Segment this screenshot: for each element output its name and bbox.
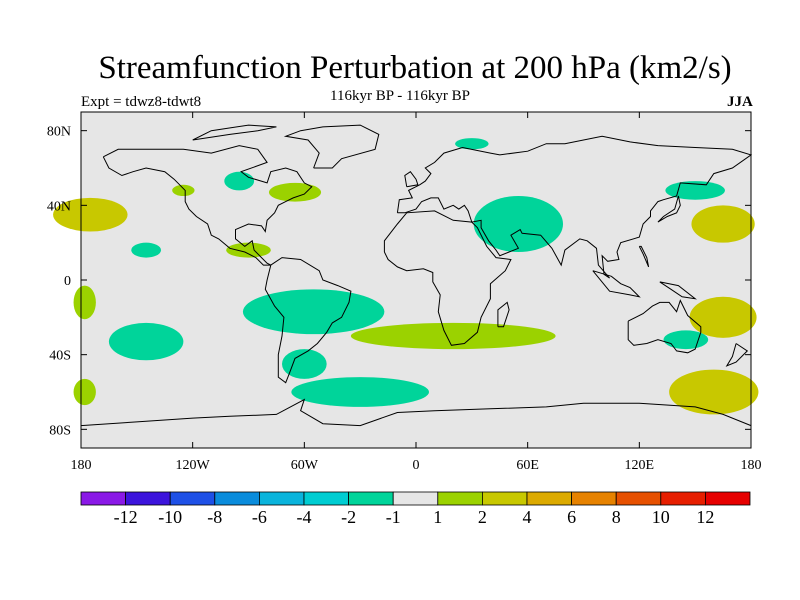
colorbar-swatch (481, 491, 528, 506)
coastline-arctic-islands (192, 124, 277, 141)
x-tick-label: 120W (176, 458, 211, 473)
colorbar-swatch (258, 491, 305, 506)
axis-layer: 180 120W 60W 0 60E 120E 180 80N 40N 0 40S 80S (47, 112, 762, 473)
anomaly-argentina-neg (282, 349, 327, 379)
colorbar-label: 8 (612, 507, 621, 527)
coastline-philippines (638, 245, 650, 268)
colorbar-label: -8 (207, 507, 222, 527)
x-tick-label: 120E (625, 458, 655, 473)
anomaly-southern-pacific-pos (669, 369, 759, 415)
x-tick-label: 60W (291, 458, 319, 473)
x-tick-label: 180 (71, 458, 92, 473)
anomaly-north-pacific-west-pos (53, 197, 128, 232)
colorbar-label: 1 (433, 507, 442, 527)
coastline-north-america (102, 145, 313, 266)
chart-title: Streamfunction Perturbation at 200 hPa (… (98, 50, 732, 86)
colorbar: -12 -10 -8 -6 -4 -2 -1 1 2 4 6 8 10 12 (80, 491, 751, 527)
coastline-antarctica (80, 398, 752, 427)
coastline-japan (657, 195, 681, 223)
anomaly-caribbean-pos (226, 242, 271, 258)
colorbar-label: 4 (523, 507, 532, 527)
anomaly-greenland-neg (455, 138, 489, 150)
coastline-africa (383, 210, 512, 346)
anomaly-south-america-neg (242, 289, 385, 335)
colorbar-label: -2 (341, 507, 356, 527)
coastline-indonesia (592, 270, 641, 298)
colorbar-swatch (660, 491, 706, 506)
colorbar-swatch (348, 491, 394, 506)
colorbar-swatch (303, 491, 349, 506)
colorbar-label: -12 (114, 507, 138, 527)
coastline-south-america (264, 257, 352, 384)
anomaly-australia-neg (663, 330, 709, 350)
colorbar-swatch (169, 491, 216, 506)
colorbar-swatch (571, 491, 617, 506)
experiment-label: Expt = tdwz8-tdwt8 (81, 94, 202, 110)
coastline-australia (627, 299, 702, 354)
anomaly-southern-ocean-neg (291, 377, 430, 407)
colorbar-label: -10 (158, 507, 182, 527)
anomaly-canada-neg (224, 171, 255, 191)
colorbar-label: 2 (478, 507, 487, 527)
colorbar-swatch (705, 491, 751, 506)
colorbar-swatch (392, 491, 439, 506)
anomaly-sw-pacific-pos (689, 296, 757, 338)
colorbar-label: -1 (386, 507, 401, 527)
y-tick-label: 80S (49, 423, 71, 438)
anomaly-south-pacific-neg (108, 322, 184, 361)
coastline-eurasia (396, 135, 753, 279)
y-tick-label: 40N (47, 199, 71, 214)
colorbar-label: -6 (252, 507, 267, 527)
colorbar-label: 6 (567, 507, 576, 527)
anomaly-south-atlantic-pos (350, 322, 556, 350)
x-tick-label: 0 (413, 458, 420, 473)
colorbar-swatch (80, 491, 126, 506)
coastline-new-zealand (725, 343, 749, 367)
x-tick-label: 60E (516, 458, 539, 473)
colorbar-swatch (437, 491, 483, 506)
anomaly-south-pacific-west-pos (73, 378, 96, 406)
coastline-new-guinea (659, 281, 697, 300)
coastline-greenland (283, 124, 380, 169)
anomaly-nw-pacific-neg (665, 181, 725, 200)
anomaly-north-atlantic-pos (268, 182, 322, 202)
coastline-madagascar (497, 301, 510, 328)
chart-subtitle: 116kyr BP - 116kyr BP (330, 88, 471, 104)
y-tick-label: 80N (47, 125, 71, 140)
x-tick-label: 180 (741, 458, 762, 473)
anomaly-asia-neg (473, 196, 564, 252)
coastline-layer (80, 124, 753, 427)
colorbar-swatch (615, 491, 662, 506)
colorbar-swatch (125, 491, 171, 506)
anomaly-alaska-pos (172, 184, 195, 196)
y-tick-label: 40S (49, 349, 71, 364)
colorbar-label: 12 (696, 507, 714, 527)
colorbar-swatch (526, 491, 572, 506)
season-label: JJA (727, 94, 753, 110)
coastline-uk (404, 171, 419, 188)
y-tick-label: 0 (64, 274, 71, 289)
colorbar-swatch (214, 491, 260, 506)
anomaly-eq-pacific-neg (131, 242, 162, 258)
anomaly-east-pacific-pos (73, 285, 96, 320)
anomaly-west-pacific-pos (691, 205, 755, 243)
colorbar-label: -4 (297, 507, 312, 527)
colorbar-label: 10 (652, 507, 670, 527)
anomaly-layer (53, 138, 759, 415)
